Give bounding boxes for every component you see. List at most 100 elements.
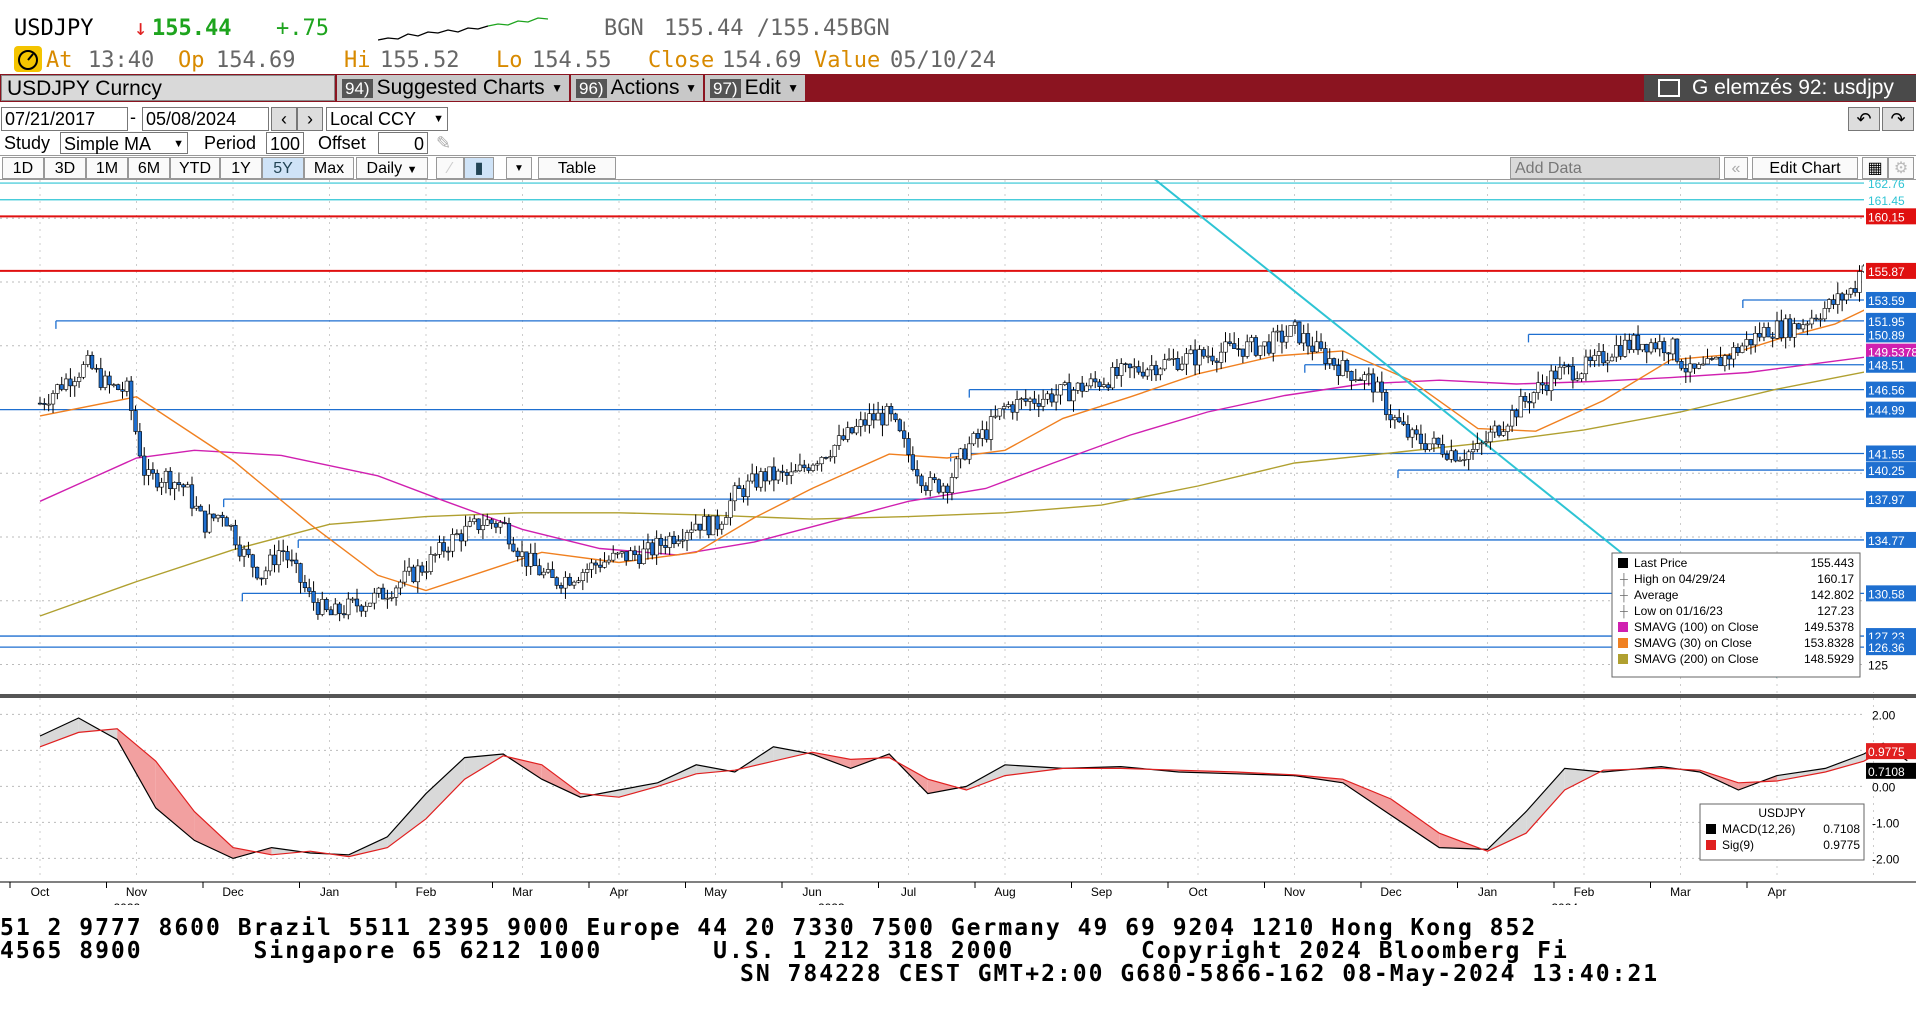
end-date-input[interactable]: 05/08/2024 xyxy=(142,107,269,131)
candle-body xyxy=(1184,353,1189,365)
candle-body xyxy=(1505,425,1510,432)
period-1y[interactable]: 1Y xyxy=(220,157,262,179)
candle-body xyxy=(1297,321,1302,344)
period-1d[interactable]: 1D xyxy=(2,157,44,179)
candle-body xyxy=(715,515,720,530)
candle-body xyxy=(1067,382,1072,402)
candle-body xyxy=(1214,360,1219,363)
candle-body xyxy=(1075,382,1080,391)
popout-icon[interactable] xyxy=(1658,79,1680,97)
candle-body xyxy=(1292,321,1298,326)
collapse-icon[interactable]: « xyxy=(1724,157,1748,179)
redo-button[interactable]: ↷ xyxy=(1882,107,1914,131)
candle-body xyxy=(463,525,468,542)
toolbar: USDJPY Curncy 94) Suggested Charts ▼ 96) A… xyxy=(0,74,1916,102)
candle-body xyxy=(1783,318,1788,339)
candle-body xyxy=(354,598,360,607)
candle-body xyxy=(619,551,624,554)
candle-body xyxy=(446,550,451,553)
axis-price-tag xyxy=(1866,462,1916,479)
legend-label: High on 04/29/24 xyxy=(1634,572,1726,586)
candle-body xyxy=(876,412,881,421)
candle-body xyxy=(498,522,503,528)
candle-body xyxy=(737,485,742,489)
frequency-select[interactable]: Daily ▼ xyxy=(356,157,428,179)
x-month-label: Apr xyxy=(610,885,629,899)
candle-body xyxy=(1188,349,1193,354)
candle-body xyxy=(906,438,911,456)
axis-price-tag xyxy=(1866,356,1916,373)
macd-legend-value: 0.9775 xyxy=(1823,838,1860,852)
candle-body xyxy=(1179,363,1185,370)
pane-divider[interactable] xyxy=(0,694,1916,698)
candle-body xyxy=(1835,293,1840,305)
candle-body xyxy=(98,368,103,388)
period-max[interactable]: Max xyxy=(304,157,354,179)
study-select[interactable]: Simple MA ▼ xyxy=(60,132,188,154)
next-range-button[interactable]: › xyxy=(297,107,323,131)
candle-body xyxy=(832,445,837,457)
candle-body xyxy=(624,551,629,561)
candle-body xyxy=(1705,358,1710,365)
period-6m[interactable]: 6M xyxy=(128,157,170,179)
candle-body xyxy=(971,433,976,445)
candle-body xyxy=(172,482,177,490)
add-data-input[interactable]: Add Data xyxy=(1510,157,1720,179)
currency-select[interactable]: Local CCY ▼ xyxy=(326,107,448,131)
candle-body xyxy=(1032,398,1037,404)
chart-settings-icon[interactable]: ▦ xyxy=(1862,157,1888,179)
start-date-input[interactable]: 07/21/2017 xyxy=(1,107,128,131)
candle-body xyxy=(120,389,125,392)
offset-input[interactable]: 0 xyxy=(378,132,428,154)
horizontal-lines xyxy=(0,182,1864,648)
candle-body xyxy=(932,477,937,481)
actions-menu[interactable]: 96) Actions ▼ xyxy=(571,75,703,101)
candle-body xyxy=(1019,398,1024,401)
axis-price-label: 146.56 xyxy=(1868,384,1905,398)
pencil-icon[interactable]: ✎ xyxy=(436,133,452,153)
period-3d[interactable]: 3D xyxy=(44,157,86,179)
candle-body xyxy=(1132,366,1137,369)
period-ytd[interactable]: YTD xyxy=(170,157,220,179)
prev-range-button[interactable]: ‹ xyxy=(271,107,297,131)
candle-body xyxy=(980,429,985,439)
period-1m[interactable]: 1M xyxy=(86,157,128,179)
bar-chart-icon[interactable]: ▮ xyxy=(464,157,494,179)
period-5y[interactable]: 5Y xyxy=(262,157,304,179)
axis-price-label: 155.87 xyxy=(1868,265,1905,279)
legend-value: 142.802 xyxy=(1811,588,1855,602)
line-chart-icon[interactable]: ⁄ xyxy=(436,157,464,179)
macd-fill xyxy=(619,782,658,798)
candle-body xyxy=(1418,433,1424,444)
candle-body xyxy=(554,577,559,586)
table-button[interactable]: Table xyxy=(538,157,616,179)
legend-box xyxy=(1611,552,1861,678)
candle-body xyxy=(706,516,711,536)
ticker-input[interactable]: USDJPY Curncy xyxy=(1,75,335,101)
suggested-charts-menu[interactable]: 94) Suggested Charts ▼ xyxy=(337,75,569,101)
period-input[interactable]: 100 xyxy=(266,132,304,154)
candle-body xyxy=(750,473,755,482)
chevron-down-icon: ▼ xyxy=(433,113,444,125)
edit-menu[interactable]: 97) Edit ▼ xyxy=(705,75,805,101)
undo-button[interactable]: ↶ xyxy=(1848,107,1880,131)
candle-body xyxy=(767,466,772,482)
close-value: 154.69 xyxy=(722,48,802,73)
candle-body xyxy=(1245,341,1250,357)
candle-body xyxy=(407,566,412,572)
high-label: Hi xyxy=(344,48,371,73)
gauge-icon[interactable] xyxy=(14,46,42,72)
candle-body xyxy=(663,545,668,548)
edit-chart-button[interactable]: Edit Chart xyxy=(1752,157,1858,179)
gear-icon[interactable]: ⚙ xyxy=(1888,157,1914,179)
chart-area[interactable]: 162.76 161.45 160.15 155.87 153.59 151.95150.… xyxy=(0,180,1916,905)
x-month-label: Feb xyxy=(416,885,437,899)
chevron-down-icon[interactable]: ▼ xyxy=(506,157,532,179)
candle-body xyxy=(585,569,590,573)
candle-body xyxy=(697,523,703,531)
candle-body xyxy=(1722,355,1727,367)
candle-body xyxy=(1344,360,1350,372)
candle-body xyxy=(1162,359,1167,370)
axis-price-tag xyxy=(1866,262,1916,279)
candle-body xyxy=(789,471,794,476)
